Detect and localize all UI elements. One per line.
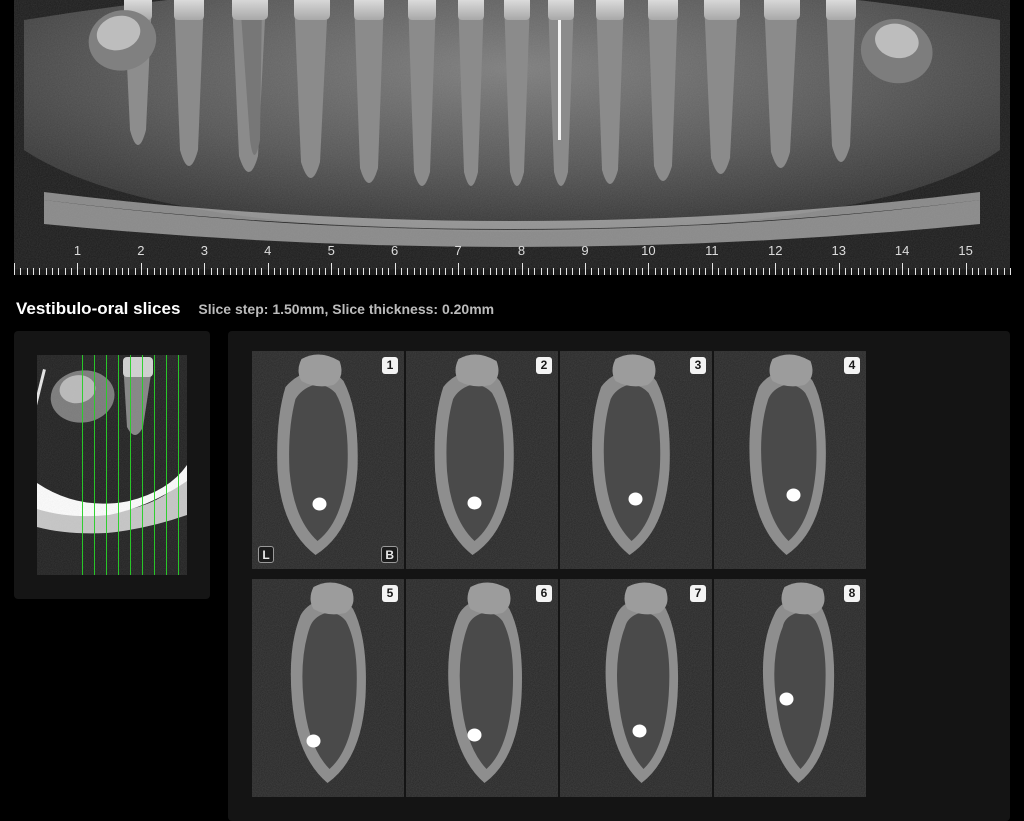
slice-thumbnail[interactable]: 4 (714, 351, 866, 569)
ruler-label: 6 (391, 243, 398, 258)
slice-thumbnail[interactable]: 8 (714, 579, 866, 797)
section-subtitle: Slice step: 1.50mm, Slice thickness: 0.2… (198, 301, 494, 317)
ruler-label: 10 (641, 243, 655, 258)
slice-number-badge: 7 (690, 585, 706, 602)
ruler-label: 1 (74, 243, 81, 258)
reference-panel[interactable] (14, 331, 210, 599)
panoramic-ruler: 123456789101112131415 (14, 243, 1010, 275)
panoramic-viewport[interactable]: 123456789101112131415 (14, 0, 1010, 275)
slice-number-badge: 5 (382, 585, 398, 602)
ruler-label: 4 (264, 243, 271, 258)
panoramic-image (14, 0, 1010, 275)
slice-number-badge: 3 (690, 357, 706, 374)
slice-thumbnail[interactable]: 3 (560, 351, 712, 569)
orientation-badge-lingual: L (258, 546, 274, 563)
ruler-label: 11 (705, 243, 719, 258)
slice-number-badge: 2 (536, 357, 552, 374)
ruler-label: 5 (328, 243, 335, 258)
ruler-label: 12 (768, 243, 782, 258)
ruler-label: 15 (958, 243, 972, 258)
reference-image (37, 355, 187, 575)
ruler-label: 3 (201, 243, 208, 258)
ruler-label: 13 (831, 243, 845, 258)
slice-thumbnail[interactable]: 5 (252, 579, 404, 797)
ruler-label: 9 (581, 243, 588, 258)
slice-grid-panel: 1 L B 2 (228, 331, 1010, 821)
ruler-label: 8 (518, 243, 525, 258)
slice-thumbnail[interactable]: 1 L B (252, 351, 404, 569)
orientation-badge-buccal: B (381, 546, 398, 563)
slice-thumbnail[interactable]: 2 (406, 351, 558, 569)
section-header: Vestibulo-oral slices Slice step: 1.50mm… (16, 299, 1008, 319)
slice-number-badge: 6 (536, 585, 552, 602)
ruler-label: 2 (137, 243, 144, 258)
slice-thumbnail[interactable]: 7 (560, 579, 712, 797)
section-title: Vestibulo-oral slices (16, 299, 180, 319)
ruler-label: 14 (895, 243, 909, 258)
slice-number-badge: 4 (844, 357, 860, 374)
slice-number-badge: 8 (844, 585, 860, 602)
ruler-label: 7 (454, 243, 461, 258)
slice-thumbnail[interactable]: 6 (406, 579, 558, 797)
slice-number-badge: 1 (382, 357, 398, 374)
